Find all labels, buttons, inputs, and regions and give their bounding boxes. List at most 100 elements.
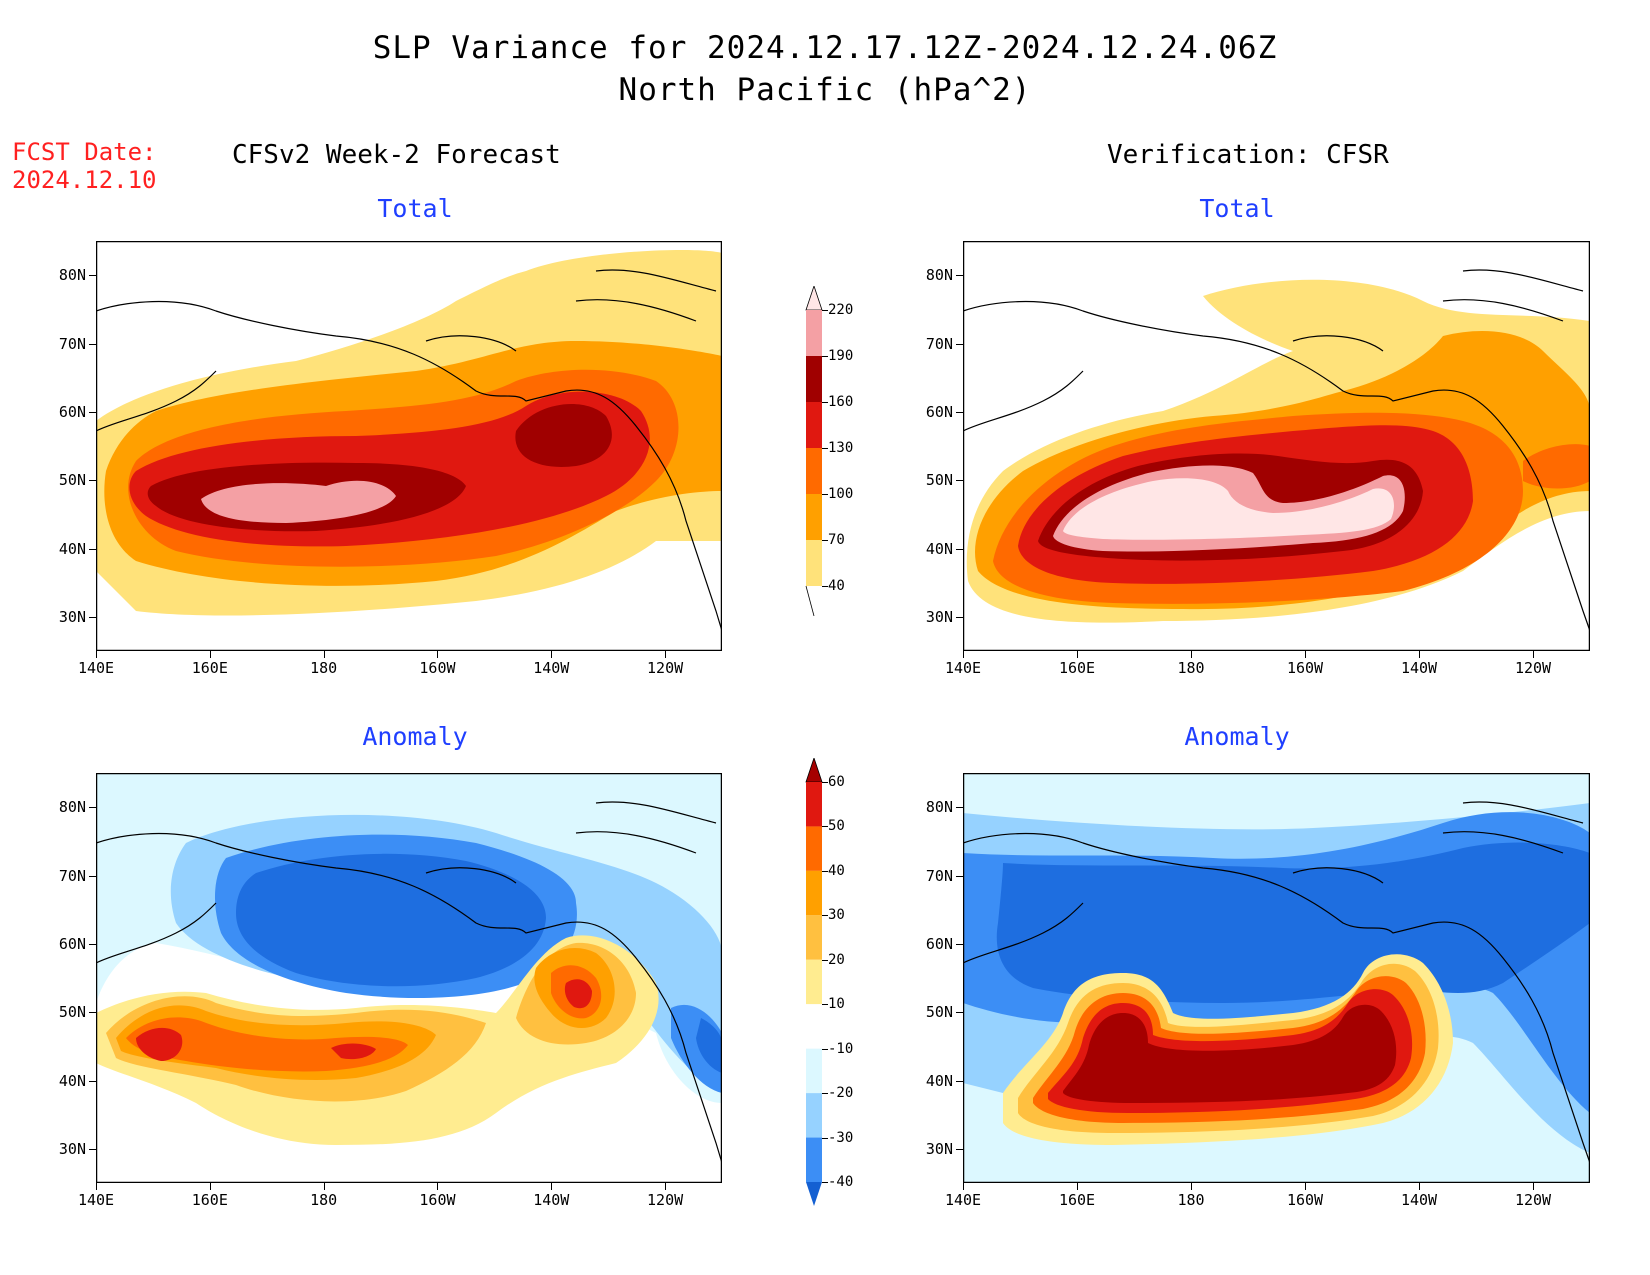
- lon-tick: [437, 651, 439, 658]
- lon-tick: [1533, 1183, 1534, 1190]
- colorbar-tick: [822, 402, 828, 403]
- lat-tick-label: 70N: [58, 334, 86, 353]
- main-title: SLP Variance for 2024.12.17.12Z-2024.12.…: [372, 30, 1278, 66]
- colorbar-segment: [806, 402, 822, 448]
- lon-tick: [551, 1183, 553, 1190]
- colorbar-label: 40: [828, 862, 845, 879]
- verification-total-map: [963, 241, 1590, 651]
- lat-tick: [956, 616, 963, 618]
- lon-tick: [551, 651, 553, 658]
- lat-tick-label: 80N: [925, 798, 953, 817]
- forecast-anomaly-subtitle: Anomaly: [362, 722, 468, 751]
- lat-tick: [956, 548, 963, 550]
- lon-tick-label: 160E: [191, 1191, 228, 1209]
- colorbar-tick: [822, 310, 828, 311]
- colorbar-label: 220: [828, 302, 854, 318]
- colorbar-segment: [806, 959, 822, 1005]
- lat-tick: [89, 548, 96, 550]
- forecast-total-subtitle: Total: [377, 194, 453, 223]
- colorbar-tick: [822, 959, 828, 961]
- total-colorbar-svg: [805, 284, 823, 617]
- lon-tick: [96, 651, 97, 658]
- lon-tick: [1419, 1183, 1420, 1190]
- colorbar-tick: [822, 1182, 828, 1183]
- colorbar-segment: [806, 870, 822, 916]
- lon-tick-label: 180: [1177, 659, 1205, 677]
- lat-tick-label: 70N: [58, 866, 86, 885]
- fcst-date-value: 2024.12.10: [12, 166, 157, 194]
- colorbar-segment: [806, 356, 822, 402]
- lon-tick: [323, 1183, 325, 1190]
- colorbar-segment: [806, 1137, 822, 1182]
- colorbar-label: 10: [828, 996, 845, 1013]
- contour-190: [201, 480, 396, 523]
- lon-tick-label: 180: [310, 659, 338, 677]
- lat-tick: [956, 1080, 963, 1082]
- lon-tick-label: 160E: [1058, 1191, 1096, 1209]
- coastline: [963, 801, 1590, 1164]
- lat-tick: [956, 343, 963, 345]
- lon-tick: [1533, 651, 1534, 658]
- lon-tick-label: 160E: [1058, 659, 1096, 677]
- lat-tick-label: 70N: [925, 334, 953, 353]
- lon-tick: [323, 651, 325, 658]
- forecast-total-plot: [96, 241, 722, 651]
- colorbar-label: -10: [828, 1040, 854, 1057]
- lat-tick: [956, 480, 963, 482]
- colorbar-segment: [806, 782, 822, 827]
- colorbar-segment: [806, 540, 822, 586]
- lat-tick: [89, 616, 96, 618]
- colorbar-tick: [822, 540, 828, 541]
- lat-tick: [956, 875, 963, 877]
- lon-tick: [1191, 1183, 1192, 1190]
- colorbar-segment: [806, 1004, 822, 1049]
- colorbar-label: 20: [828, 951, 845, 968]
- verification-anomaly-plot: [963, 773, 1590, 1183]
- lat-tick-label: 60N: [58, 402, 86, 421]
- lat-tick-label: 30N: [925, 607, 953, 626]
- colorbar-label: -20: [828, 1085, 854, 1102]
- lat-tick-label: 50N: [925, 471, 953, 490]
- lon-tick: [437, 1183, 439, 1190]
- colorbar-tick: [822, 1004, 828, 1006]
- main-subtitle: North Pacific (hPa^2): [618, 72, 1032, 108]
- lat-tick-label: 60N: [925, 934, 953, 953]
- lon-tick: [665, 1183, 667, 1190]
- colorbar-tick: [822, 1048, 828, 1050]
- lon-tick-label: 120W: [647, 1191, 684, 1209]
- lat-tick: [956, 275, 963, 277]
- lon-tick-label: 120W: [1514, 659, 1552, 677]
- colorbar-tick: [822, 1137, 828, 1139]
- fcst-date-block: FCST Date: 2024.12.10: [12, 138, 157, 194]
- lat-tick-label: 40N: [925, 539, 953, 558]
- lat-tick-label: 40N: [925, 1071, 953, 1090]
- lon-tick: [963, 1183, 964, 1190]
- lon-tick-label: 140W: [1400, 1191, 1438, 1209]
- lat-tick-label: 80N: [925, 266, 953, 285]
- lat-tick-label: 70N: [925, 866, 953, 885]
- verification-column-title: Verification: CFSR: [1107, 140, 1389, 170]
- lat-tick-label: 80N: [58, 798, 86, 817]
- colorbar-label: 160: [828, 394, 854, 410]
- contour-minus40: [996, 842, 1590, 1003]
- lon-tick: [209, 651, 211, 658]
- lat-tick: [89, 275, 96, 277]
- contour-60: [1063, 1004, 1397, 1103]
- colorbar-bottom-arrow: [806, 1182, 822, 1206]
- colorbar-segment: [806, 915, 822, 960]
- lon-tick: [1191, 651, 1192, 658]
- colorbar-tick: [822, 1093, 828, 1095]
- lon-tick: [1077, 651, 1078, 658]
- lat-tick-label: 50N: [58, 1003, 86, 1022]
- lon-tick-label: 120W: [647, 659, 684, 677]
- lat-tick-label: 60N: [925, 402, 953, 421]
- colorbar-segment: [806, 448, 822, 494]
- lon-tick-label: 140W: [1400, 659, 1438, 677]
- coastline: [96, 801, 722, 1164]
- contour-minus40: [236, 853, 722, 1073]
- lat-tick: [956, 943, 963, 945]
- lat-tick: [89, 411, 96, 413]
- colorbar-top-arrow: [805, 756, 823, 783]
- colorbar-segment: [806, 826, 822, 871]
- lon-tick-label: 180: [310, 1191, 338, 1209]
